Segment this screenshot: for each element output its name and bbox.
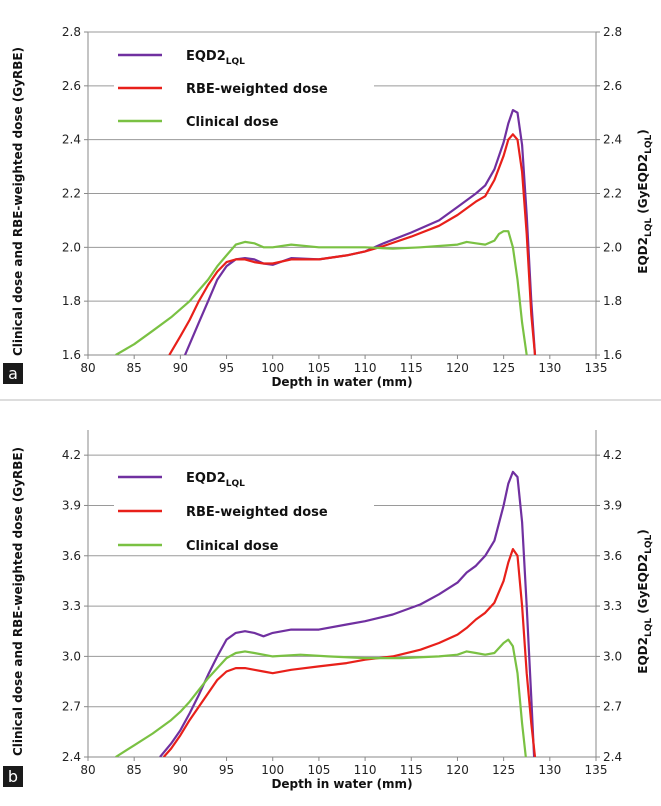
y-tick-label-left: 3.9 bbox=[62, 498, 81, 512]
x-tick-label: 100 bbox=[261, 361, 284, 375]
panel-letter: b bbox=[8, 767, 18, 786]
x-tick-label: 120 bbox=[446, 361, 469, 375]
y-tick-label-right: 2.4 bbox=[603, 750, 622, 764]
x-tick-label: 135 bbox=[585, 763, 608, 777]
panel-letter-box bbox=[3, 766, 23, 787]
y-tick-label-right: 3.6 bbox=[603, 549, 622, 563]
legend-bg bbox=[114, 44, 374, 64]
x-tick-label: 105 bbox=[307, 361, 330, 375]
y-axis-label-right: EQD2LQL (GyEQD2LQL) bbox=[636, 129, 654, 274]
x-tick-label: 105 bbox=[307, 763, 330, 777]
series-line-rbe-weighted-dose bbox=[168, 133, 537, 355]
y-tick-label-left: 2.0 bbox=[62, 240, 81, 254]
y-axis-label-left: Clinical dose and RBE-weighted dose (GyR… bbox=[11, 447, 25, 756]
x-tick-label: 95 bbox=[219, 361, 234, 375]
panel-letter-box bbox=[3, 363, 23, 384]
x-tick-label: 85 bbox=[127, 763, 142, 777]
y-tick-label-left: 3.3 bbox=[62, 599, 81, 613]
x-tick-label: 135 bbox=[585, 361, 608, 375]
y-tick-label-right: 2.8 bbox=[603, 25, 622, 39]
y-tick-label-right: 2.7 bbox=[603, 700, 622, 714]
y-tick-label-right: 1.8 bbox=[603, 294, 622, 308]
legend-label: EQD2LQL bbox=[186, 49, 245, 67]
legend-bg bbox=[114, 500, 374, 520]
x-tick-label: 130 bbox=[538, 763, 561, 777]
y-tick-label-left: 3.6 bbox=[62, 549, 81, 563]
y-tick-label-left: 2.8 bbox=[62, 25, 81, 39]
y-tick-label-left: 1.8 bbox=[62, 294, 81, 308]
y-tick-label-right: 1.6 bbox=[603, 348, 622, 362]
y-tick-label-right: 2.2 bbox=[603, 187, 622, 201]
x-tick-label: 115 bbox=[400, 763, 423, 777]
legend-label: Clinical dose bbox=[186, 115, 279, 130]
y-tick-label-left: 2.6 bbox=[62, 79, 81, 93]
x-tick-label: 125 bbox=[492, 361, 515, 375]
chart-panel-b: 2.4 2.4 2.7 2.7 3.0 3.0 3.3 3.3 3.6 3.6 3.9 3.9 4.2 4… bbox=[3, 430, 654, 791]
y-tick-label-left: 4.2 bbox=[62, 448, 81, 462]
x-tick-label: 120 bbox=[446, 763, 469, 777]
series-line-rbe-weighted-dose bbox=[162, 547, 537, 757]
y-tick-label-left: 2.2 bbox=[62, 187, 81, 201]
x-tick-label: 125 bbox=[492, 763, 515, 777]
x-tick-label: 95 bbox=[219, 763, 234, 777]
series-line-eqd2-lql bbox=[183, 108, 537, 355]
y-axis-label-left: Clinical dose and RBE-weighted dose (GyR… bbox=[11, 47, 25, 356]
series-line-eqd2-lql bbox=[159, 470, 536, 757]
y-tick-label-right: 4.2 bbox=[603, 448, 622, 462]
y-tick-label-right: 2.0 bbox=[603, 240, 622, 254]
x-tick-label: 115 bbox=[400, 361, 423, 375]
y-tick-label-right: 3.3 bbox=[603, 599, 622, 613]
y-tick-label-right: 3.9 bbox=[603, 498, 622, 512]
y-tick-label-left: 2.4 bbox=[62, 133, 81, 147]
y-tick-label-left: 2.7 bbox=[62, 700, 81, 714]
chart-panel-a: 1.6 1.6 1.8 1.8 2.0 2.0 2.2 2.2 2.4 2.4 2.6 2.6 2.8 2… bbox=[3, 25, 654, 389]
x-tick-label: 130 bbox=[538, 361, 561, 375]
y-tick-label-left: 1.6 bbox=[62, 348, 81, 362]
x-tick-label: 90 bbox=[173, 763, 188, 777]
x-tick-label: 90 bbox=[173, 361, 188, 375]
legend-label: Clinical dose bbox=[186, 539, 279, 554]
y-tick-label-left: 3.0 bbox=[62, 649, 81, 663]
x-tick-label: 110 bbox=[354, 763, 377, 777]
legend-bg bbox=[114, 77, 374, 97]
x-axis-label: Depth in water (mm) bbox=[271, 375, 412, 389]
panel-letter: a bbox=[8, 364, 18, 383]
legend-bg bbox=[114, 534, 374, 554]
legend-bg bbox=[114, 110, 374, 130]
x-tick-label: 80 bbox=[80, 763, 95, 777]
y-tick-label-left: 2.4 bbox=[62, 750, 81, 764]
y-tick-label-right: 3.0 bbox=[603, 649, 622, 663]
x-tick-label: 110 bbox=[354, 361, 377, 375]
y-axis-label-right: EQD2LQL (GyEQD2LQL) bbox=[636, 529, 654, 674]
y-tick-label-right: 2.6 bbox=[603, 79, 622, 93]
legend-label: RBE-weighted dose bbox=[186, 82, 328, 97]
series-line-clinical-dose bbox=[115, 638, 527, 757]
y-tick-label-right: 2.4 bbox=[603, 133, 622, 147]
series-line-clinical-dose bbox=[115, 230, 528, 355]
x-tick-label: 100 bbox=[261, 763, 284, 777]
legend-label: RBE-weighted dose bbox=[186, 505, 328, 520]
x-tick-label: 85 bbox=[127, 361, 142, 375]
x-tick-label: 80 bbox=[80, 361, 95, 375]
legend-bg bbox=[114, 466, 374, 486]
legend-label: EQD2LQL bbox=[186, 471, 245, 489]
x-axis-label: Depth in water (mm) bbox=[271, 777, 412, 791]
